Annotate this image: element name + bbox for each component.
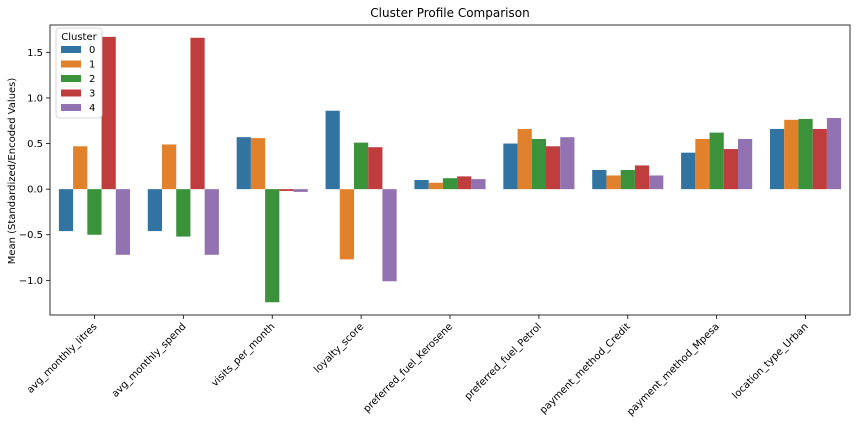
legend-swatch-cluster-4 <box>61 104 81 111</box>
bar-cluster-0-visits_per_month <box>236 137 251 190</box>
y-tick-label: 1.5 <box>27 48 43 59</box>
bar-cluster-1-visits_per_month <box>250 138 266 190</box>
bar-cluster-4-avg_monthly_spend <box>204 189 219 255</box>
bar-cluster-0-payment_method_Mpesa <box>681 152 696 190</box>
y-tick-label: 1.0 <box>27 93 43 104</box>
bar-cluster-2-payment_method_Credit <box>620 170 635 190</box>
legend-swatch-cluster-1 <box>61 60 81 68</box>
bar-cluster-1-payment_method_Credit <box>606 175 621 190</box>
bar-cluster-4-avg_monthly_litres <box>115 189 130 255</box>
bar-cluster-1-preferred_fuel_Kerosene <box>428 182 443 190</box>
bar-cluster-2-avg_monthly_litres <box>87 189 102 235</box>
x-tick-label: location_type_Urban <box>731 321 811 401</box>
x-tick-label: loyalty_score <box>312 321 366 375</box>
bar-cluster-2-location_type_Urban <box>798 118 813 190</box>
x-tick-label: payment_method_Mpesa <box>625 321 722 418</box>
bar-cluster-0-location_type_Urban <box>770 128 785 190</box>
bar-cluster-0-loyalty_score <box>325 110 340 190</box>
bar-cluster-3-payment_method_Credit <box>634 165 650 190</box>
bar-cluster-4-location_type_Urban <box>826 118 842 190</box>
bar-cluster-3-location_type_Urban <box>812 128 827 190</box>
bar-cluster-1-avg_monthly_spend <box>162 144 177 190</box>
x-tick-label: avg_monthly_spend <box>110 321 188 399</box>
bar-cluster-0-payment_method_Credit <box>592 170 607 190</box>
bar-cluster-0-preferred_fuel_Petrol <box>503 143 518 190</box>
bar-cluster-2-visits_per_month <box>265 189 280 303</box>
bar-cluster-2-avg_monthly_spend <box>176 189 191 237</box>
bar-cluster-4-payment_method_Credit <box>649 175 664 190</box>
bar-cluster-2-loyalty_score <box>354 142 369 190</box>
bar-cluster-0-avg_monthly_litres <box>58 189 74 232</box>
y-axis-title: Mean (Standardized/Encoded Values) <box>7 78 18 265</box>
bar-cluster-0-avg_monthly_spend <box>147 189 162 232</box>
bar-cluster-1-avg_monthly_litres <box>73 146 88 190</box>
bars-group <box>58 36 842 303</box>
x-tick-label: payment_method_Credit <box>538 321 633 416</box>
plot-frame <box>49 24 851 316</box>
bar-cluster-3-preferred_fuel_Kerosene <box>457 176 472 190</box>
legend-label-cluster-4: 4 <box>89 103 95 114</box>
legend: Cluster 0 1 2 3 4 <box>55 27 103 119</box>
bar-cluster-1-payment_method_Mpesa <box>695 138 710 190</box>
legend-swatch-cluster-3 <box>61 89 81 97</box>
bar-cluster-0-preferred_fuel_Kerosene <box>414 180 429 190</box>
bar-cluster-3-preferred_fuel_Petrol <box>546 146 561 190</box>
bar-cluster-3-avg_monthly_litres <box>101 36 116 190</box>
bar-cluster-2-preferred_fuel_Kerosene <box>442 178 458 190</box>
legend-swatch-cluster-2 <box>61 75 81 82</box>
legend-title: Cluster <box>61 32 97 43</box>
legend-label-cluster-2: 2 <box>89 74 95 85</box>
x-tick-label: avg_monthly_litres <box>25 321 99 395</box>
y-tick-label: −1.0 <box>19 276 43 287</box>
bar-cluster-1-loyalty_score <box>339 189 354 260</box>
bar-cluster-4-preferred_fuel_Kerosene <box>471 179 486 190</box>
legend-label-cluster-0: 0 <box>89 45 95 56</box>
y-tick-label: −0.5 <box>19 230 43 241</box>
y-axis-ticks: −1.0 −0.5 0.0 0.5 1.0 1.5 <box>19 48 50 287</box>
legend-swatch-cluster-0 <box>61 46 81 53</box>
bar-cluster-3-payment_method_Mpesa <box>723 149 738 190</box>
chart-title: Cluster Profile Comparison <box>370 6 529 20</box>
bar-cluster-1-preferred_fuel_Petrol <box>517 128 532 190</box>
x-axis-ticks: avg_monthly_litres avg_monthly_spend visit… <box>25 315 811 418</box>
bar-cluster-4-payment_method_Mpesa <box>738 138 753 190</box>
bar-cluster-3-avg_monthly_spend <box>190 37 205 190</box>
bar-cluster-2-payment_method_Mpesa <box>709 132 724 190</box>
bar-cluster-4-loyalty_score <box>382 189 397 282</box>
y-tick-label: 0.5 <box>27 139 43 150</box>
bar-cluster-2-preferred_fuel_Petrol <box>531 138 546 190</box>
bar-cluster-3-visits_per_month <box>279 189 294 191</box>
bar-cluster-1-location_type_Urban <box>784 119 799 190</box>
x-tick-label: visits_per_month <box>210 321 278 389</box>
x-tick-label: preferred_fuel_Kerosene <box>362 321 456 415</box>
legend-label-cluster-1: 1 <box>89 60 95 71</box>
legend-label-cluster-3: 3 <box>89 89 95 100</box>
bar-cluster-4-preferred_fuel_Petrol <box>560 137 575 190</box>
bar-cluster-4-visits_per_month <box>293 189 308 192</box>
x-tick-label: preferred_fuel_Petrol <box>463 321 544 402</box>
bar-cluster-3-loyalty_score <box>368 147 383 190</box>
y-tick-label: 0.0 <box>27 185 43 196</box>
